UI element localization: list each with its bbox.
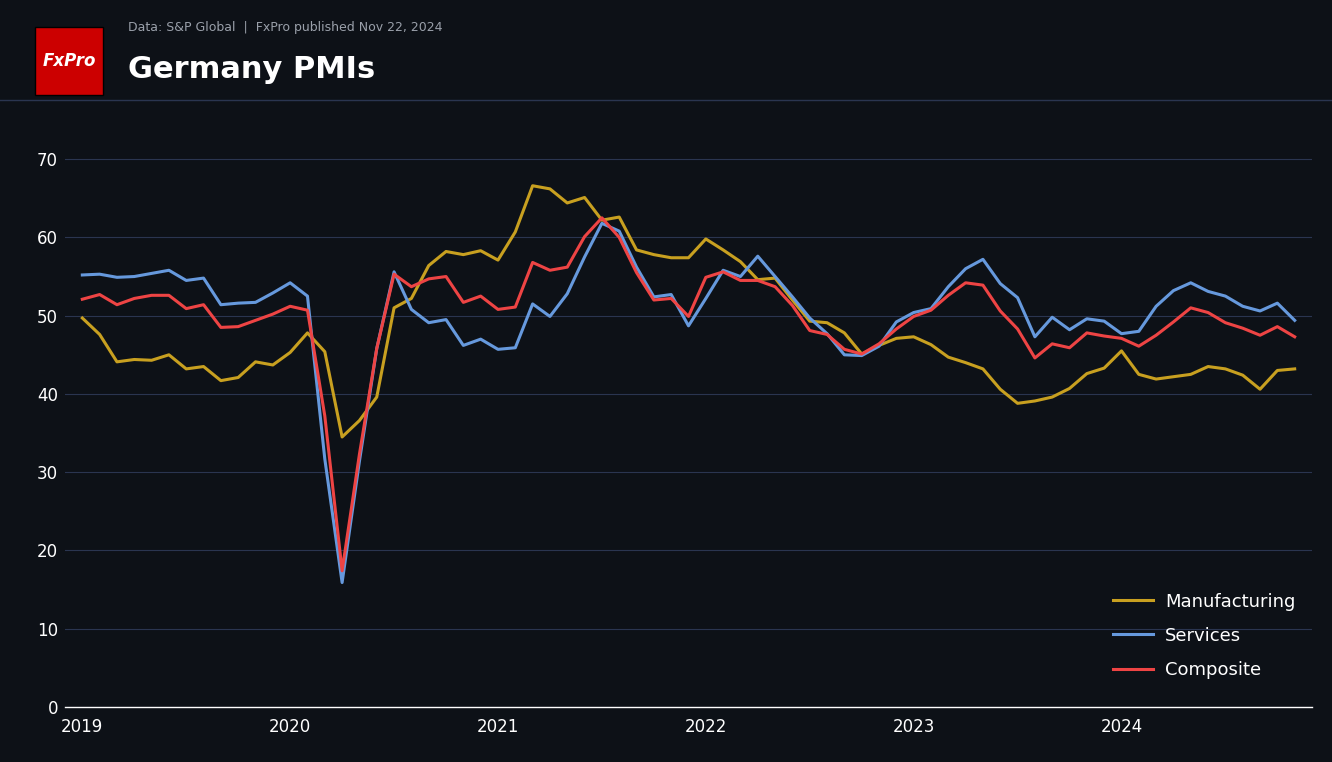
Text: Data: S&P Global  |  FxPro published Nov 22, 2024: Data: S&P Global | FxPro published Nov 2…	[128, 21, 442, 34]
Text: FxPro: FxPro	[43, 52, 96, 70]
Legend: Manufacturing, Services, Composite: Manufacturing, Services, Composite	[1106, 585, 1303, 687]
Text: Germany PMIs: Germany PMIs	[128, 56, 376, 85]
FancyBboxPatch shape	[35, 27, 103, 95]
